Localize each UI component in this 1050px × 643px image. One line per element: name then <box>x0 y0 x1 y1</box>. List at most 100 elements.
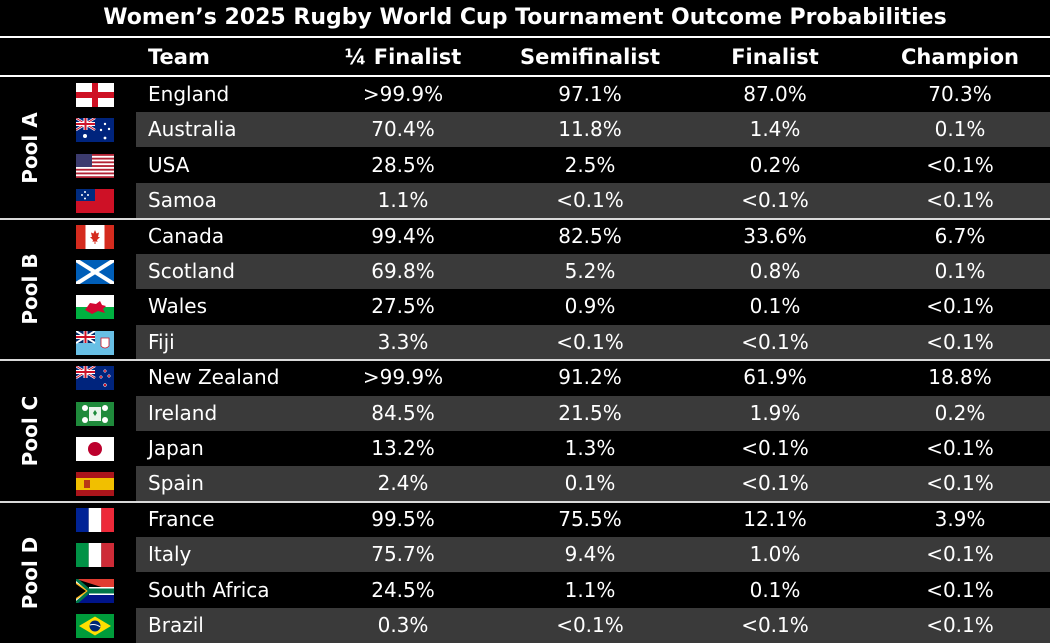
ireland-flag-icon <box>76 401 114 426</box>
champion-value-scotland: 0.1% <box>934 259 986 283</box>
team-name-ireland: Ireland <box>148 400 218 425</box>
table-row: Australia 70.4% 11.8% 1.4% 0.1% <box>0 112 1050 148</box>
champion-value-south-africa: <0.1% <box>926 577 994 602</box>
canada-flag-icon <box>76 224 114 249</box>
semifinalist-value-france: 75.5% <box>558 506 622 531</box>
samoa-flag-icon <box>76 189 114 214</box>
pool-label-text: Pool D <box>18 536 42 609</box>
semifinalist-value-spain: 0.1% <box>564 471 616 496</box>
table-row: Spain 2.4% 0.1% <0.1% <0.1% <box>0 466 1050 502</box>
finalist-value-spain: <0.1% <box>741 471 809 496</box>
champion-value-france: 3.9% <box>934 506 986 531</box>
header-semifinalist: Semifinalist <box>519 45 661 69</box>
pool-label-pool-d: Pool D <box>0 502 60 643</box>
quarterfinalist-value-brazil: 0.3% <box>377 613 429 637</box>
row-band <box>136 395 1050 431</box>
table-row: Italy 75.7% 9.4% 1.0% <0.1% <box>0 537 1050 573</box>
pool-label-text: Pool B <box>18 253 42 325</box>
quarterfinalist-value-france: 99.5% <box>371 506 435 531</box>
semifinalist-value-samoa: <0.1% <box>556 188 624 213</box>
team-name-spain: Spain <box>148 471 204 496</box>
team-name-samoa: Samoa <box>148 188 217 213</box>
quarterfinalist-value-italy: 75.7% <box>371 542 435 567</box>
semifinalist-value-south-africa: 1.1% <box>564 577 616 602</box>
table-row: Wales 27.5% 0.9% 0.1% <0.1% <box>0 289 1050 324</box>
quarterfinalist-value-canada: 99.4% <box>371 223 435 248</box>
quarterfinalist-value-samoa: 1.1% <box>377 188 429 213</box>
finalist-value-brazil: <0.1% <box>741 613 809 637</box>
header-champion: Champion <box>900 45 1020 69</box>
header-quarterfinalist: ¼ Finalist <box>344 45 462 69</box>
semifinalist-value-japan: 1.3% <box>564 436 616 460</box>
table-row: Canada 99.4% 82.5% 33.6% 6.7% <box>0 219 1050 254</box>
team-name-canada: Canada <box>148 223 225 248</box>
champion-value-ireland: 0.2% <box>934 400 986 425</box>
finalist-value-new-zealand: 61.9% <box>743 365 807 390</box>
table-row: South Africa 24.5% 1.1% 0.1% <0.1% <box>0 573 1050 608</box>
finalist-value-wales: 0.1% <box>749 294 801 319</box>
quarterfinalist-value-spain: 2.4% <box>377 471 429 496</box>
finalist-value-ireland: 1.9% <box>749 400 801 425</box>
semifinalist-value-italy: 9.4% <box>564 542 616 567</box>
semifinalist-value-scotland: 5.2% <box>564 259 616 283</box>
pool-label-text: Pool A <box>18 112 42 184</box>
team-name-wales: Wales <box>148 294 208 319</box>
champion-value-spain: <0.1% <box>926 471 994 496</box>
finalist-value-england: 87.0% <box>743 82 807 106</box>
finalist-value-australia: 1.4% <box>749 117 801 142</box>
header-team: Team <box>148 45 210 69</box>
finalist-value-fiji: <0.1% <box>741 329 809 354</box>
finalist-value-italy: 1.0% <box>749 542 801 567</box>
australia-flag-icon <box>75 117 114 143</box>
row-band <box>136 537 1050 573</box>
semifinalist-value-usa: 2.5% <box>564 152 616 177</box>
table-header: Team ¼ Finalist Semifinalist Finalist Ch… <box>0 39 1050 75</box>
pool-label-pool-b: Pool B <box>0 219 60 361</box>
team-name-south-africa: South Africa <box>148 577 270 602</box>
row-band <box>136 608 1050 643</box>
finalist-value-france: 12.1% <box>743 506 807 531</box>
semifinalist-value-australia: 11.8% <box>558 117 622 142</box>
semifinalist-value-brazil: <0.1% <box>556 613 624 637</box>
champion-value-wales: <0.1% <box>926 294 994 319</box>
header-finalist: Finalist <box>731 45 819 69</box>
team-name-fiji: Fiji <box>148 329 175 354</box>
finalist-value-scotland: 0.8% <box>749 259 801 283</box>
finalist-value-usa: 0.2% <box>749 152 801 177</box>
finalist-value-samoa: <0.1% <box>741 188 809 213</box>
row-band <box>136 183 1050 219</box>
quarterfinalist-value-south-africa: 24.5% <box>371 577 435 602</box>
italy-flag-icon <box>76 543 114 568</box>
table-row: New Zealand >99.9% 91.2% 61.9% 18.8% <box>0 360 1050 395</box>
team-name-england: England <box>148 82 230 106</box>
semifinalist-value-fiji: <0.1% <box>556 329 624 354</box>
quarterfinalist-value-new-zealand: >99.9% <box>362 365 444 390</box>
scotland-flag-icon <box>74 258 116 286</box>
table-row: Scotland 69.8% 5.2% 0.8% 0.1% <box>0 254 1050 289</box>
pool-label-pool-c: Pool C <box>0 360 60 502</box>
pool-separator <box>0 217 1050 220</box>
pool-separator <box>0 500 1050 503</box>
france-flag-icon <box>76 507 114 532</box>
table-row: Ireland 84.5% 21.5% 1.9% 0.2% <box>0 395 1050 431</box>
table-row: England >99.9% 97.1% 87.0% 70.3% <box>0 77 1050 112</box>
champion-value-new-zealand: 18.8% <box>928 365 992 390</box>
quarterfinalist-value-usa: 28.5% <box>371 152 435 177</box>
champion-value-england: 70.3% <box>928 82 992 106</box>
brazil-flag-icon <box>76 614 114 638</box>
row-band <box>136 466 1050 502</box>
table-row: Fiji 3.3% <0.1% <0.1% <0.1% <box>0 324 1050 360</box>
quarterfinalist-value-scotland: 69.8% <box>371 259 435 283</box>
header-divider <box>0 75 1050 77</box>
team-name-italy: Italy <box>148 542 192 567</box>
quarterfinalist-value-fiji: 3.3% <box>377 329 429 354</box>
table-row: Brazil 0.3% <0.1% <0.1% <0.1% <box>0 608 1050 643</box>
semifinalist-value-canada: 82.5% <box>558 223 622 248</box>
champion-value-brazil: <0.1% <box>926 613 994 637</box>
england-flag-icon <box>76 83 114 107</box>
quarterfinalist-value-ireland: 84.5% <box>371 400 435 425</box>
fiji-flag-icon <box>75 329 114 355</box>
wales-flag-icon <box>76 295 114 320</box>
team-name-brazil: Brazil <box>148 613 204 637</box>
pool-label-pool-a: Pool A <box>0 77 60 219</box>
